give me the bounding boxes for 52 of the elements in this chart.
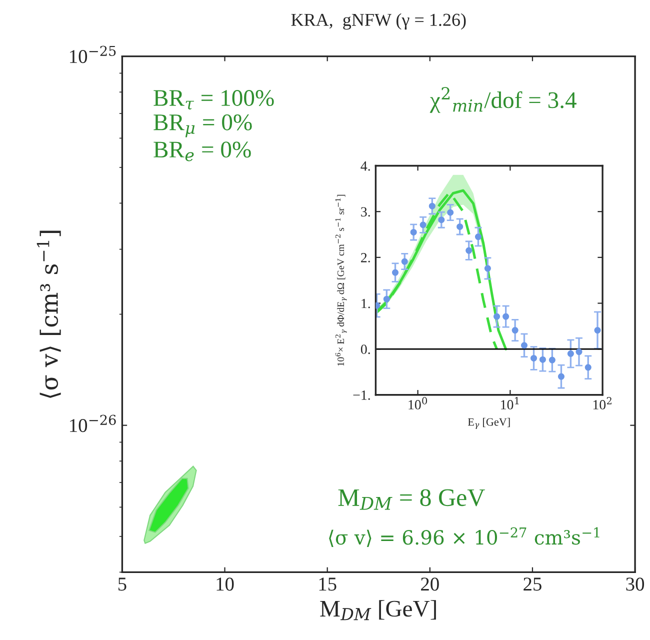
annotation: BR$_{τ}$ = 100% [154,90,274,110]
point [594,327,601,334]
point [558,373,564,380]
point [438,216,445,224]
point [584,364,592,371]
point [410,228,417,236]
x-tick-label: 10$^{1}$ [501,397,519,410]
y-tick-label: 0. [360,344,370,354]
point [520,342,528,349]
y-tick-label: 3. [361,207,370,217]
point [474,234,482,240]
annotation: ⟨σ v⟩ = 6.96 × 10$^{−27}$ cm³s$^{−1}$ [329,527,600,548]
y-tick-label: −1. [353,390,370,400]
y-tick-label: 2. [361,253,370,262]
point [456,223,464,230]
point [530,354,538,362]
y-tick-label: 10$^{−26}$ [70,414,116,432]
x-tick-label: 25 [524,578,542,591]
point [420,222,426,228]
point [512,327,518,334]
x-tick-label: 10 [216,578,234,591]
x-axis-title: E$_{γ}$ [GeV] [468,418,510,429]
chart-title: KRA, gNFW (γ = 1.26) [291,13,466,30]
point [466,247,472,254]
annotation: BR$_{e}$ = 0% [154,142,251,162]
point [539,356,546,363]
x-tick-label: 20 [421,578,439,591]
y-tick-label: 10$^{−25}$ [70,46,116,64]
point [383,296,390,302]
annotation: BR$_{μ}$ = 0% [154,114,252,138]
point [502,313,510,320]
x-tick-label: 10$^{2}$ [593,397,612,410]
point [576,348,582,356]
point [447,209,454,216]
annotation: M$_{DM}$ = 8 GeV [338,489,485,510]
x-tick-label: 30 [626,578,644,591]
y-axis-title: ⟨σ v⟩ [cm³ s$^{−1}$] [36,230,61,398]
x-tick-label: 5 [118,578,126,591]
y-tick-label: 4. [360,161,370,171]
point [548,356,556,364]
text: 10$^{6}$× E$^{2}$$_{γ}$ dΦ/dE$_{γ}$ dΩ [GeV cm$^{−2}$ s$^{−1}$ sr$^{−1}$] [335,194,347,366]
point [484,265,491,272]
y-tick-label: 1. [362,298,370,308]
point [392,269,399,276]
x-tick-label: 10$^{0}$ [408,397,428,410]
x-axis-title: M$_{DM}$ [GeV] [320,600,436,620]
x-tick-label: 15 [319,578,336,591]
annotation: χ$^{2}$$_{min}$/dof = 3.4 [430,87,576,113]
point [401,258,408,265]
point [567,350,574,357]
point [428,202,436,210]
point [494,313,500,320]
